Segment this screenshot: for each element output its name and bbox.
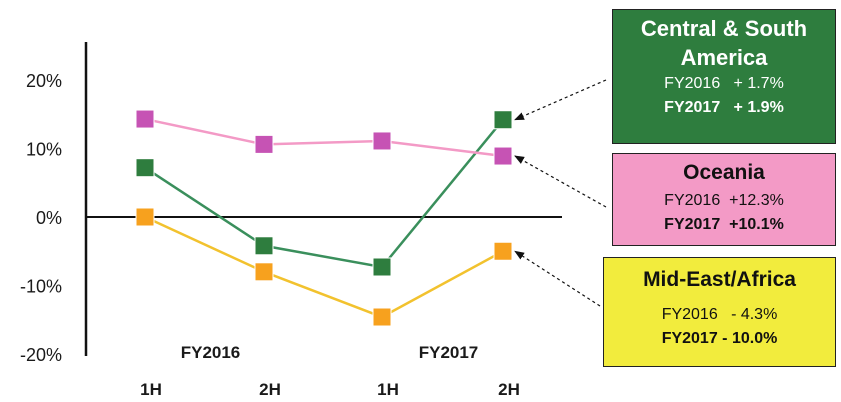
data-point-central-south-america-4 [493,110,513,130]
y-tick-label-20: -20% [20,345,62,365]
series-line-mid-east-africa [144,215,504,319]
callout-mea-fy2017: FY2017 - 10.0% [661,330,778,347]
y-tick-label-20: 20% [26,71,62,91]
callout-mid-east-africa: Mid-East/Africa FY2016 - 4.3% FY2017 - 1… [603,257,836,367]
callout-mea-fy2016: FY2016 - 4.3% [661,306,778,323]
callout-oceania-fy2016: FY2016 +12.3% [664,192,784,209]
callout-csa-name: Central & South America [640,16,808,70]
data-point-oceania-3 [372,131,392,151]
series-line-oceania [144,117,504,158]
callout-mea-name: Mid-East/Africa [643,268,796,291]
x-tick-label-1: 1H [140,380,162,399]
x-group-label-fy2016: FY2016 [181,343,241,362]
y-tick-label-0: 0% [36,208,62,228]
callout-arrow-oceania [514,155,607,208]
data-point-mid-east-africa-3 [372,307,392,327]
data-point-mid-east-africa-2 [254,262,274,282]
callout-oceania-name: Oceania [683,161,765,184]
callout-csa-fy2017: FY2017 + 1.9% [664,99,784,116]
x-tick-label-4: 2H [498,380,520,399]
data-point-central-south-america-1 [135,158,155,178]
data-point-oceania-2 [254,134,274,154]
series-line-central-south-america [144,118,504,269]
data-point-oceania-1 [135,109,155,129]
callout-oceania-fy2017: FY2017 +10.1% [664,216,784,233]
data-point-central-south-america-3 [372,257,392,277]
callout-central-south-america: Central & South America FY2016 + 1.7% FY… [612,9,836,144]
x-tick-label-3: 1H [377,380,399,399]
data-point-mid-east-africa-1 [135,207,155,227]
callout-oceania: Oceania FY2016 +12.3% FY2017 +10.1% [612,153,836,246]
data-point-oceania-4 [493,146,513,166]
x-group-label-fy2017: FY2017 [419,343,479,362]
y-tick-label-10: -10% [20,277,62,297]
callout-arrow-mid-east-africa [514,250,601,307]
y-tick-label-10: 10% [26,140,62,160]
callout-arrow-central-south-america [514,79,607,121]
data-point-mid-east-africa-4 [493,241,513,261]
x-tick-label-2: 2H [259,380,281,399]
callout-csa-fy2016: FY2016 + 1.7% [664,75,784,92]
data-point-central-south-america-2 [254,236,274,256]
